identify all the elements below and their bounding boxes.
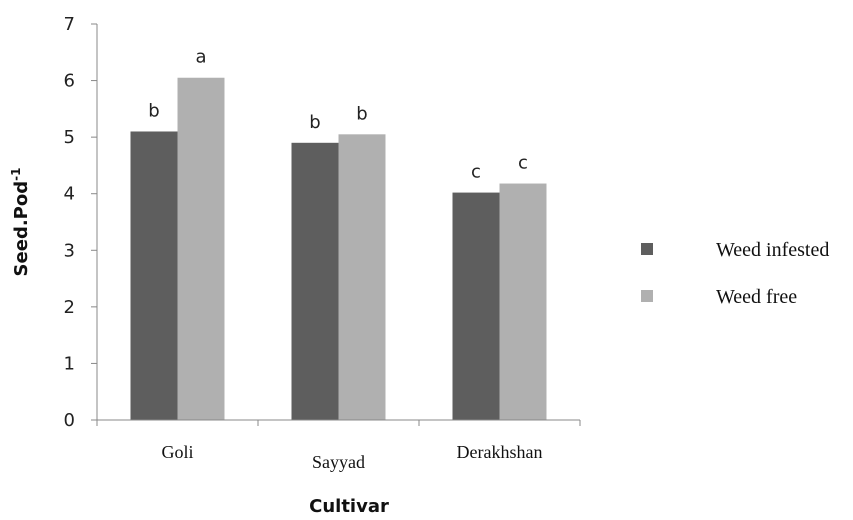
legend-label: Weed infested xyxy=(716,239,829,261)
legend-swatch xyxy=(641,290,653,302)
significance-letter: c xyxy=(471,162,481,183)
bar xyxy=(177,77,225,420)
bar xyxy=(291,142,339,421)
legend-label: Weed free xyxy=(716,286,797,308)
x-axis-title: Cultivar xyxy=(309,496,389,517)
y-tick-label: 5 xyxy=(64,127,75,148)
y-tick-label: 6 xyxy=(64,71,75,92)
legend: Weed infested Weed free xyxy=(641,239,829,308)
bars: b a b b c c xyxy=(130,47,547,421)
x-category-label: Derakhshan xyxy=(457,442,543,462)
y-axis-title-superscript: -1 xyxy=(9,168,23,181)
significance-letter: b xyxy=(356,103,367,124)
bar xyxy=(452,192,500,420)
y-tick-label: 4 xyxy=(64,184,75,205)
significance-letter: c xyxy=(518,153,528,174)
y-tick-label: 2 xyxy=(64,297,75,318)
significance-letter: a xyxy=(195,47,206,68)
bar xyxy=(499,183,547,420)
y-tick-label: 3 xyxy=(64,240,75,261)
y-tick-label: 0 xyxy=(64,410,75,431)
y-axis-title: Seed.Pod-1 xyxy=(9,168,32,277)
y-tick-label: 1 xyxy=(64,353,75,374)
legend-swatch xyxy=(641,243,653,255)
significance-letter: b xyxy=(148,100,159,121)
x-category-label: Sayyad xyxy=(312,452,365,472)
y-axis: 0 1 2 3 4 5 6 7 xyxy=(64,14,98,431)
bar xyxy=(130,131,178,420)
y-axis-title-main: Seed.Pod xyxy=(11,181,32,277)
y-tick-label: 7 xyxy=(64,14,75,35)
x-category-label: Goli xyxy=(161,442,193,462)
x-axis: Goli Sayyad Derakhshan xyxy=(96,419,581,472)
bar xyxy=(338,134,386,421)
significance-letter: b xyxy=(309,112,320,133)
